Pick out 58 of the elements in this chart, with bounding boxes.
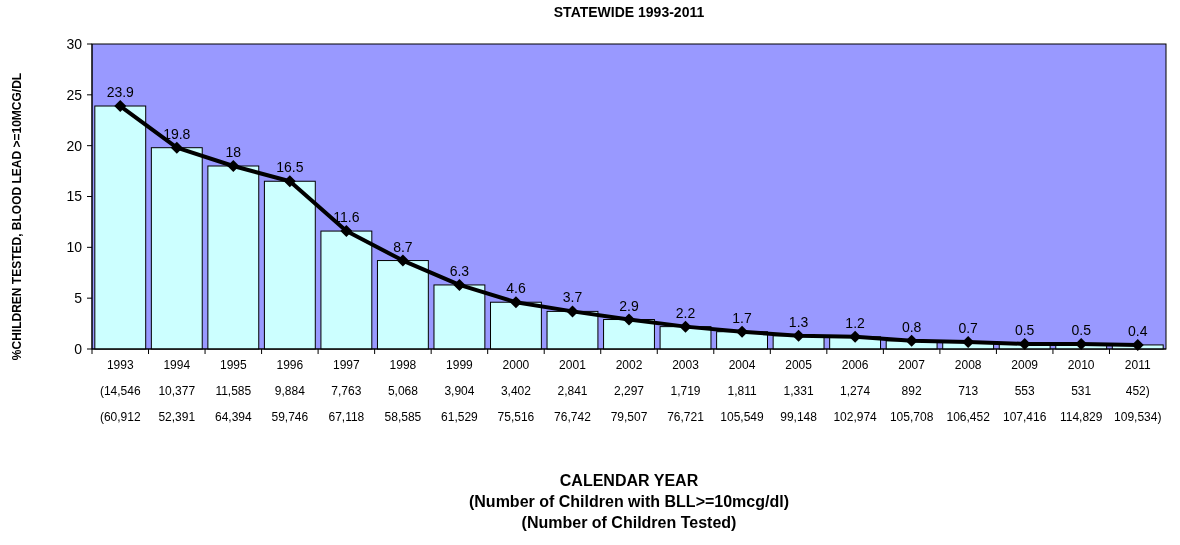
x-tick-label: 1995 11,585 64,394	[214, 358, 252, 424]
data-label: 0.5	[1014, 321, 1035, 338]
point	[623, 313, 635, 326]
point	[227, 160, 240, 172]
x-tick-label: 2005 1,331 99,148	[780, 358, 818, 424]
data-label: 16.5	[276, 159, 304, 176]
data-label: 8.7	[393, 238, 413, 255]
point	[396, 254, 409, 267]
data-label: 6.3	[449, 262, 470, 279]
x-tick-label: 2006 1,274 102,974	[833, 358, 878, 424]
data-label: 23.9	[106, 84, 135, 101]
x-tick-label: 1993 (14,546 (60,912	[99, 358, 141, 424]
data-label: 18	[225, 144, 242, 160]
x-tick-label: 1997 7,763 67,118	[328, 358, 365, 424]
y-tick-label: 20	[66, 137, 83, 154]
x-tick-label: 2004 1,811 105,549	[720, 358, 765, 424]
x-tick-label: 1999 3,904 61,529	[441, 358, 479, 424]
data-label: 2.9	[619, 297, 639, 314]
x-axis-title: CALENDAR YEAR (Number of Children with BLL>=10mcg/dl) (Number of Children Tested)	[468, 472, 790, 531]
data-label: 0.7	[958, 319, 979, 336]
y-tick-label: 25	[66, 86, 83, 103]
x-tick-label: 2008 713 106,452	[946, 358, 991, 424]
y-tick-label: 5	[74, 290, 83, 307]
point	[340, 225, 353, 238]
y-tick-label: 0	[74, 340, 83, 357]
x-tick-label: 2007 892 105,708	[889, 358, 934, 424]
data-label: 1.7	[732, 309, 752, 326]
data-label: 4.6	[506, 280, 526, 297]
point	[170, 141, 183, 154]
point	[453, 278, 466, 291]
data-label: 1.3	[788, 313, 809, 330]
point	[566, 305, 579, 318]
x-tick-label: 1998 5,068 58,585	[384, 358, 422, 424]
point	[509, 296, 522, 309]
chart-title: STATEWIDE 1993-2011	[553, 4, 705, 20]
x-tick-label: 1996 9,884 59,746	[271, 358, 309, 424]
x-tick-label: 2002 2,297 79,507	[610, 358, 648, 424]
y-tick-label: 15	[66, 188, 83, 205]
x-tick-label: 1994 10,377 52,391	[158, 358, 196, 424]
point	[283, 175, 296, 188]
x-tick-label: 2000 3,402 75,516	[497, 358, 535, 424]
data-label: 0.8	[901, 318, 922, 335]
data-label: 0.4	[1128, 322, 1148, 339]
x-tick-label: 2009 553 107,416	[1002, 358, 1047, 424]
data-label: 3.7	[562, 289, 583, 306]
x-tick-label: 2001 2,841 76,742	[554, 358, 592, 424]
y-tick-label: 10	[66, 239, 83, 256]
x-tick-label: 2010 531 114,829	[1059, 358, 1103, 424]
data-label: 1.2	[845, 314, 866, 331]
y-axis-title: %CHILDREN TESTED, BLOOD LEAD >=10MCG/DL	[10, 72, 24, 361]
y-tick-label: 30	[66, 35, 83, 52]
data-label: 19.8	[163, 125, 191, 142]
x-tick-label: 2003 1,719 76,721	[667, 358, 705, 424]
point	[114, 100, 127, 113]
x-tick-label: 2011 452) 109,534)	[1114, 358, 1162, 424]
data-label: 0.5	[1071, 321, 1092, 338]
point	[679, 320, 692, 333]
data-label: 2.2	[675, 304, 696, 321]
